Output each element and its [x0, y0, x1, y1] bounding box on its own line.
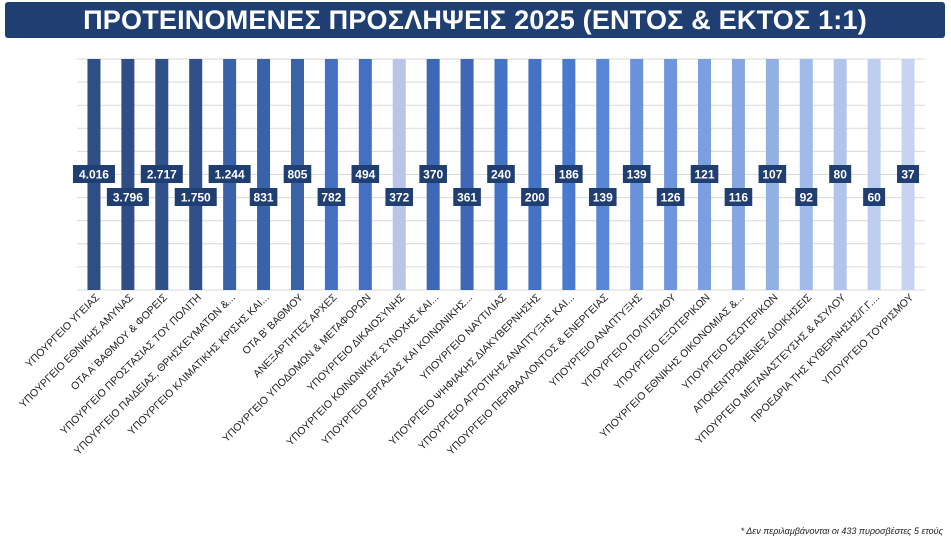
value-label-box: [249, 188, 278, 206]
value-label-box: [174, 188, 217, 206]
value-label-box: [622, 165, 651, 183]
value-label-box: [863, 188, 886, 206]
value-label-box: [385, 188, 414, 206]
category-label: ΟΤΑ Β' ΒΑΘΜΟΥ: [240, 292, 305, 357]
category-label: ΥΠΟΥΡΓΕΙΟ ΑΓΡΟΤΙΚΗΣ ΑΝΑΠΤΥΞΗΣ ΚΑΙ...: [416, 292, 577, 453]
bar: [189, 59, 203, 290]
value-label-box: [758, 165, 787, 183]
bar: [324, 59, 338, 290]
value-label: 805: [287, 168, 307, 182]
value-label: 92: [800, 191, 814, 205]
value-label-box: [140, 165, 183, 183]
title-bar: ΠΡΟΤΕΙΝΟΜΕΝΕΣ ΠΡΟΣΛΗΨΕΙΣ 2025 (ΕΝΤΟΣ & Ε…: [5, 2, 945, 38]
value-label: 361: [457, 191, 477, 205]
value-label: 2.717: [147, 168, 177, 182]
value-label: 80: [834, 168, 848, 182]
value-label-box: [106, 188, 149, 206]
value-label-box: [453, 188, 481, 206]
bar: [596, 59, 610, 290]
value-label: 240: [491, 168, 511, 182]
value-label: 37: [901, 168, 915, 182]
bar: [460, 59, 474, 290]
bar: [664, 59, 678, 290]
value-label-box: [555, 165, 583, 183]
value-label-box: [724, 188, 753, 206]
value-label-box: [72, 165, 115, 183]
bar: [731, 59, 745, 290]
value-label: 186: [559, 168, 579, 182]
value-label: 121: [695, 168, 715, 182]
value-label: 1.244: [215, 168, 245, 182]
category-label: ΥΠΟΥΡΓΕΙΟ ΠΑΙΔΕΙΑΣ, ΘΡΗΣΚΕΥΜΑΤΩΝ &...: [72, 292, 238, 458]
value-label: 372: [389, 191, 409, 205]
value-label: 1.750: [181, 191, 211, 205]
value-label: 4.016: [79, 168, 109, 182]
value-label: 200: [525, 191, 545, 205]
value-label: 116: [729, 191, 749, 205]
value-label-box: [419, 165, 447, 183]
bar: [392, 59, 406, 290]
bar: [257, 59, 271, 290]
value-label-box: [656, 188, 685, 206]
bar: [528, 59, 542, 290]
value-label-box: [588, 188, 617, 206]
value-label-box: [521, 188, 549, 206]
bar: [799, 59, 813, 290]
value-label: 60: [867, 191, 881, 205]
value-label: 370: [423, 168, 443, 182]
value-label-box: [690, 165, 719, 183]
value-label: 782: [321, 191, 341, 205]
value-label-box: [351, 165, 380, 183]
value-label-box: [208, 165, 251, 183]
value-label-box: [487, 165, 515, 183]
value-label-box: [283, 165, 312, 183]
value-label: 139: [627, 168, 647, 182]
value-label: 139: [593, 191, 613, 205]
bar: [867, 59, 881, 290]
value-label-box: [829, 165, 852, 183]
value-label-box: [795, 188, 818, 206]
value-label-box: [317, 188, 346, 206]
value-label-box: [897, 165, 920, 183]
value-label: 831: [254, 191, 274, 205]
value-label: 126: [661, 191, 681, 205]
chart-title: ΠΡΟΤΕΙΝΟΜΕΝΕΣ ΠΡΟΣΛΗΨΕΙΣ 2025 (ΕΝΤΟΣ & Ε…: [83, 4, 867, 35]
value-label: 107: [762, 168, 782, 182]
bar: [121, 59, 135, 290]
footnote: * Δεν περιλαμβάνονται οι 433 πυροσβέστες…: [740, 526, 943, 536]
value-label: 494: [355, 168, 375, 182]
value-label: 3.796: [113, 191, 143, 205]
